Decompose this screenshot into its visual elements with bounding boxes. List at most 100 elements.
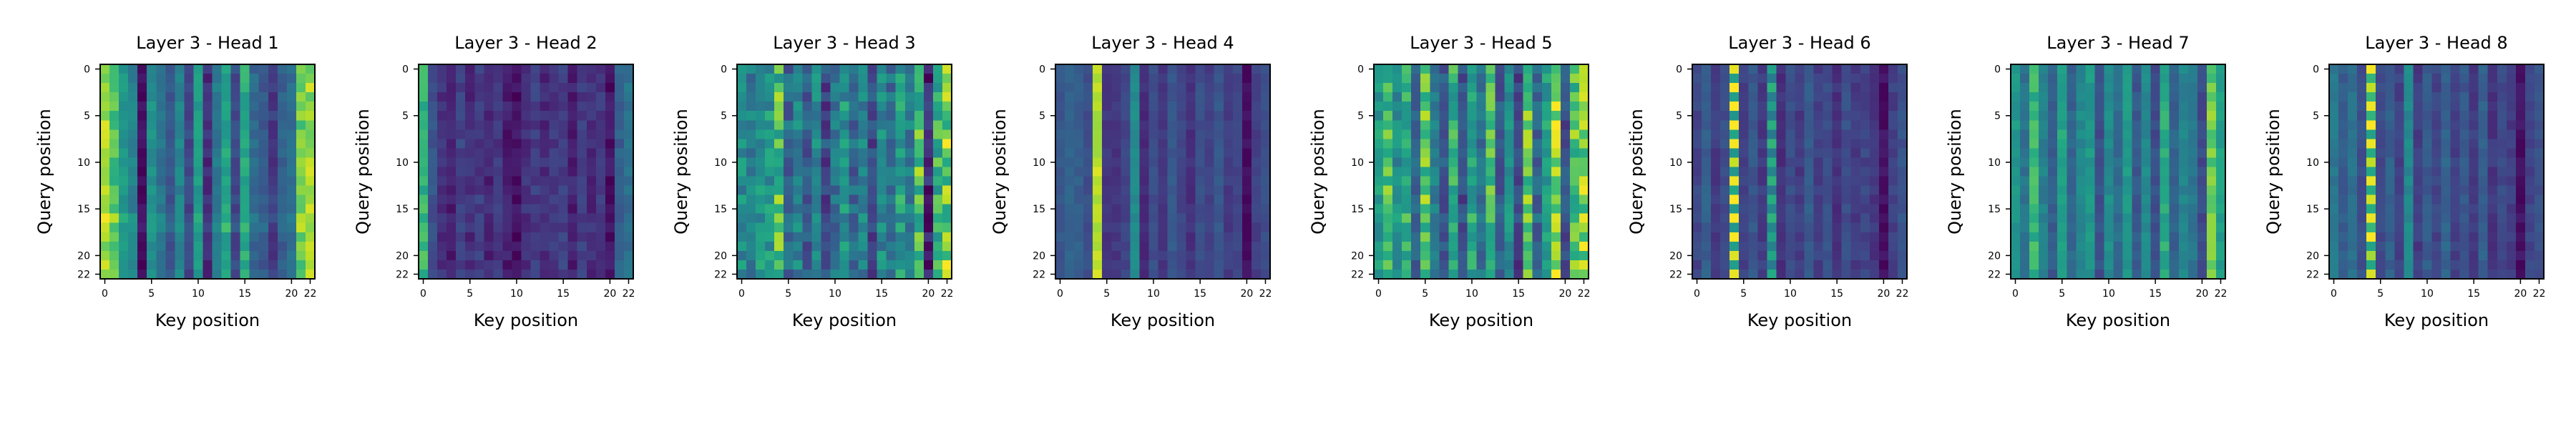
heatmap-cell [1748,232,1758,242]
heatmap-cell [1513,92,1524,102]
heatmap-cell [2132,260,2142,270]
heatmap-cell [230,64,241,74]
heatmap-cell [277,64,288,74]
heatmap-cell [2197,213,2207,224]
heatmap-cell [221,102,232,112]
x-tick-label: 15 [2467,288,2480,300]
heatmap-cell [1476,250,1487,261]
heatmap-cell [1795,176,1805,187]
heatmap-cell [1402,74,1412,84]
heatmap-cell [2487,148,2498,159]
heatmap-cell [2141,232,2152,242]
heatmap-cell [756,64,766,74]
heatmap-cell [1402,185,1412,196]
heatmap-cell [230,185,241,196]
heatmap-cell [765,250,775,261]
heatmap-cell [923,92,934,102]
heatmap-cell [268,129,278,139]
heatmap-cell [1102,111,1112,121]
heatmap-cell [175,167,185,177]
heatmap-panel-5: Layer 3 - Head 50 5 10 15 20 220510152022Key … [1308,33,1590,330]
heatmap-cell [521,185,532,196]
heatmap-cell [1897,194,1908,205]
heatmap-cell [184,241,195,252]
heatmap-cell [100,74,110,84]
heatmap-cell [1074,185,1084,196]
heatmap-cell [1841,176,1852,187]
heatmap-cell [1813,204,1824,214]
heatmap-cell [1439,157,1449,168]
heatmap-cell [2366,241,2376,252]
heatmap-cell [2057,83,2067,93]
heatmap-cell [586,241,597,252]
heatmap-cell [1186,129,1196,139]
heatmap-cell [811,64,821,74]
heatmap-cell [1111,74,1121,84]
heatmap-cell [137,157,147,168]
heatmap-cell [456,250,466,261]
heatmap-cell [1139,222,1150,233]
heatmap-cell [1402,232,1412,242]
heatmap-cell [877,176,887,187]
heatmap-cell [1402,241,1412,252]
heatmap-cell [746,204,756,214]
heatmap-cell [914,269,924,280]
heatmap-cell [1374,250,1384,261]
heatmap-cell [923,232,934,242]
heatmap-cell [914,102,924,112]
heatmap-cell [1111,102,1121,112]
heatmap-cell [1729,148,1740,159]
heatmap-cell [1485,204,1496,214]
heatmap-cell [2011,64,2021,74]
heatmap-cell [184,222,195,233]
heatmap-cell [567,83,578,93]
heatmap-cell [2085,176,2095,187]
heatmap-cell [1074,167,1084,177]
heatmap-cell [221,250,232,261]
heatmap-cell [1579,102,1589,112]
heatmap-cell [2048,148,2058,159]
heatmap-cell [1804,83,1815,93]
heatmap-cell [119,129,129,139]
heatmap-cell [2020,92,2030,102]
heatmap-cell [1204,74,1215,84]
heatmap-cell [1869,269,1880,280]
heatmap-cell [2487,185,2498,196]
heatmap-cell [1767,120,1777,130]
heatmap-cell [530,64,541,74]
heatmap-cell [465,148,475,159]
heatmap-cell [1130,260,1140,270]
heatmap-cell [614,111,625,121]
heatmap-cell [2057,92,2067,102]
heatmap-cell [2094,222,2105,233]
heatmap-cell [821,213,831,224]
heatmap-cell [2057,64,2067,74]
heatmap-cell [774,74,784,84]
heatmap-cell [484,194,494,205]
heatmap-cell [2348,74,2358,84]
heatmap-cell [2431,129,2442,139]
heatmap-cell [2020,269,2030,280]
heatmap-cell [877,74,887,84]
heatmap-cell [1055,120,1065,130]
heatmap-cell [1702,185,1712,196]
heatmap-cell [756,222,766,233]
heatmap-cell [793,111,803,121]
heatmap-cell [540,64,550,74]
heatmap-cell [1232,241,1243,252]
heatmap-cell [784,260,794,270]
heatmap-cell [1720,260,1730,270]
heatmap-cell [1195,120,1206,130]
heatmap-cell [2160,64,2170,74]
heatmap-cell [2160,111,2170,121]
heatmap-cell [2469,241,2479,252]
heatmap-cell [2197,260,2207,270]
heatmap-cell [305,129,316,139]
heatmap-cell [1888,232,1898,242]
heatmap-cell [2404,232,2414,242]
heatmap-cell [1841,269,1852,280]
x-tick-label: 5 [2377,288,2384,300]
heatmap-cell [2534,167,2545,177]
heatmap-cell [1485,129,1496,139]
heatmap-cell [1795,74,1805,84]
